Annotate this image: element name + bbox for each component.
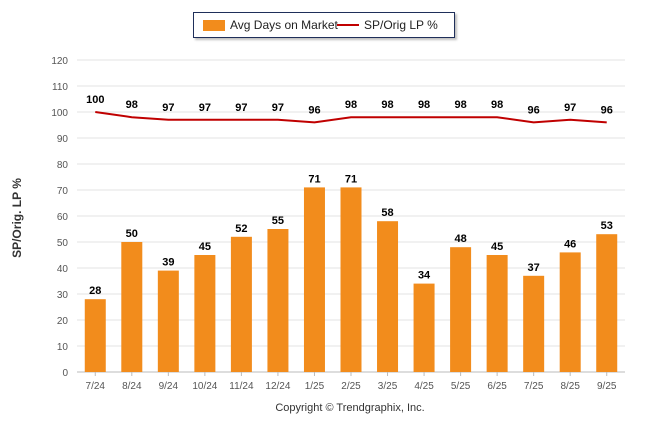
bar-value-label: 28	[89, 285, 101, 297]
bar	[267, 229, 289, 372]
bar	[84, 299, 106, 372]
bar	[194, 255, 216, 372]
x-tick-label: 3/25	[378, 381, 398, 392]
legend-line-label: SP/Orig LP %	[364, 18, 438, 32]
bar	[303, 187, 325, 372]
bar-value-label: 45	[491, 241, 503, 253]
bar	[596, 234, 618, 372]
bar	[486, 255, 508, 372]
line-value-label: 98	[381, 99, 393, 111]
y-tick-label: 30	[57, 290, 69, 301]
sp-orig-lp-line	[95, 111, 607, 124]
line-value-label: 97	[235, 102, 247, 114]
y-tick-label: 50	[57, 238, 69, 249]
y-axis-label: SP/Orig. LP %	[10, 178, 24, 258]
x-axis-ticks: 7/24 8/24 9/24 10/24 11/24 12/24 1/25 2/25 3/25 4…	[86, 372, 617, 392]
x-tick-label: 10/24	[192, 381, 217, 392]
y-tick-label: 40	[57, 264, 69, 275]
bar	[121, 242, 143, 372]
bars-avg-days	[84, 187, 618, 372]
line-value-label: 98	[454, 99, 466, 111]
line-value-label: 98	[491, 99, 503, 111]
y-tick-label: 0	[62, 368, 68, 379]
bar-value-label: 45	[199, 241, 211, 253]
bar	[450, 247, 472, 372]
y-tick-label: 90	[57, 134, 69, 145]
x-tick-label: 6/25	[487, 381, 507, 392]
y-axis-ticks: 0 10 20 30 40 50 60 70 80 90 100 110 120	[51, 56, 68, 379]
bar	[559, 252, 581, 372]
bar-value-label: 46	[564, 238, 576, 250]
bar	[230, 236, 252, 372]
line-value-label: 98	[345, 99, 357, 111]
x-tick-label: 1/25	[305, 381, 325, 392]
line-value-label: 97	[272, 102, 284, 114]
bar-value-label: 34	[418, 270, 431, 282]
bar-value-label: 71	[345, 173, 357, 185]
x-tick-label: 8/24	[122, 381, 142, 392]
bar-value-label: 58	[381, 207, 393, 219]
bar	[413, 283, 435, 372]
x-tick-label: 9/25	[597, 381, 617, 392]
bar	[523, 275, 545, 372]
bar	[377, 221, 399, 372]
y-tick-label: 10	[57, 342, 69, 353]
x-tick-label: 5/25	[451, 381, 471, 392]
line-value-label: 97	[162, 102, 174, 114]
legend: Avg Days on Market SP/Orig LP %	[193, 12, 455, 38]
x-tick-label: 8/25	[560, 381, 580, 392]
y-tick-label: 100	[51, 108, 68, 119]
y-tick-label: 20	[57, 316, 69, 327]
bar	[340, 187, 362, 372]
legend-bar-label: Avg Days on Market	[230, 18, 338, 32]
sp-orig-lp-line-group: 100 98 97 97 97 97 96 98 98 98 98 98 96 97 96	[86, 94, 613, 124]
copyright-footer: Copyright © Trendgraphix, Inc.	[275, 402, 425, 414]
y-tick-label: 60	[57, 212, 69, 223]
bar-value-label: 39	[162, 257, 174, 269]
x-tick-label: 7/25	[524, 381, 544, 392]
line-value-label: 98	[126, 99, 138, 111]
line-value-label: 96	[308, 104, 320, 116]
line-value-label: 96	[601, 104, 613, 116]
x-tick-label: 4/25	[414, 381, 434, 392]
line-value-label: 100	[86, 94, 104, 106]
legend-line-swatch	[337, 24, 359, 26]
y-tick-label: 70	[57, 186, 69, 197]
bar-value-label: 71	[308, 173, 320, 185]
bar-value-label: 52	[235, 223, 247, 235]
x-tick-label: 7/24	[86, 381, 106, 392]
bar-value-label: 55	[272, 215, 284, 227]
bar-data-labels: 28 50 39 45 52 55 71 71 58 34 48 45 37 46 53	[89, 173, 613, 297]
bar-value-label: 37	[528, 262, 540, 274]
x-tick-label: 11/24	[229, 381, 254, 392]
x-tick-label: 2/25	[341, 381, 361, 392]
bar	[157, 270, 179, 372]
y-tick-label: 110	[52, 82, 68, 93]
line-value-label: 96	[528, 104, 540, 116]
line-value-label: 97	[199, 102, 211, 114]
x-tick-label: 12/24	[265, 381, 290, 392]
bar-value-label: 53	[601, 220, 613, 232]
bar-value-label: 48	[454, 233, 466, 245]
x-tick-label: 9/24	[159, 381, 179, 392]
line-value-label: 97	[564, 102, 576, 114]
y-tick-label: 80	[57, 160, 69, 171]
y-tick-label: 120	[51, 56, 68, 67]
line-value-label: 98	[418, 99, 430, 111]
bar-value-label: 50	[126, 228, 138, 240]
legend-bar-swatch	[203, 20, 225, 31]
